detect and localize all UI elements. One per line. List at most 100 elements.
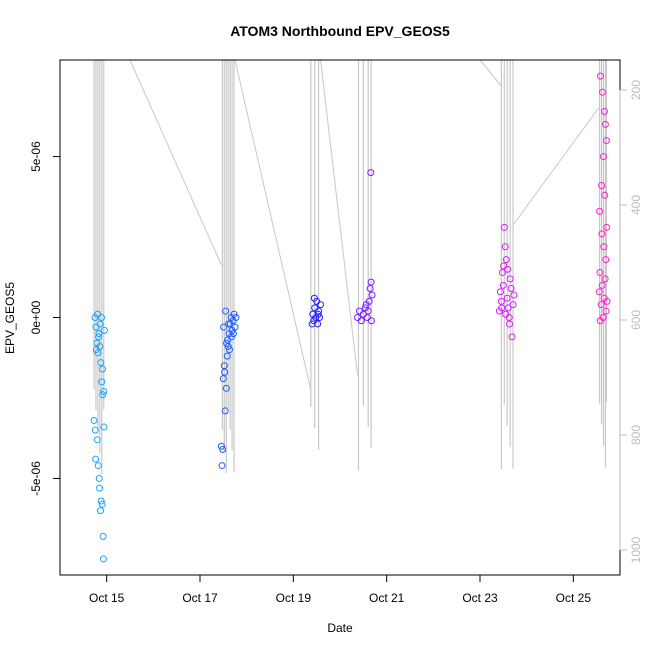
data-point (231, 323, 239, 331)
data-point (219, 375, 227, 383)
x-tick-label: Oct 17 (182, 591, 218, 605)
data-point (97, 507, 105, 515)
data-point (598, 182, 606, 190)
data-point (94, 349, 102, 357)
data-point (368, 291, 376, 299)
data-point (600, 108, 608, 115)
data-point (597, 72, 605, 80)
data-point (367, 278, 375, 286)
x-tick-label: Oct 21 (369, 591, 405, 605)
data-point (98, 365, 106, 373)
data-point (363, 314, 371, 321)
right-tick-label: 400 (629, 195, 643, 215)
data-point (97, 359, 105, 367)
data-point (316, 314, 324, 321)
data-point (99, 391, 107, 399)
data-point (502, 310, 510, 318)
data-point (500, 223, 508, 231)
data-point (601, 120, 609, 128)
data-point (222, 384, 230, 392)
data-point (595, 288, 603, 296)
data-point (599, 314, 607, 321)
data-point (601, 275, 609, 283)
data-point (100, 423, 108, 431)
data-point (498, 268, 506, 276)
x-axis-label: Date (327, 621, 353, 635)
data-point (508, 333, 516, 341)
data-point (225, 346, 233, 354)
data-point (354, 314, 361, 321)
data-point (505, 320, 513, 328)
data-point (602, 256, 610, 264)
data-point (364, 307, 372, 315)
chart-title: ATOM3 Northbound EPV_GEOS5 (230, 23, 450, 39)
y-tick-label: 0e+00 (29, 300, 43, 334)
data-point (92, 346, 100, 354)
data-point (223, 339, 231, 347)
data-point (357, 317, 365, 325)
data-point (223, 352, 231, 360)
data-point (599, 88, 606, 96)
data-point (221, 368, 229, 376)
data-point (220, 323, 228, 331)
data-point (496, 288, 504, 296)
y-axis-label: EPV_GEOS5 (3, 282, 17, 354)
y-tick-label: -5e-06 (29, 461, 43, 496)
data-point (503, 294, 511, 302)
data-point (509, 301, 517, 309)
data-point (507, 285, 515, 293)
pressure-trace-segment (320, 59, 358, 376)
x-tick-label: Oct 25 (556, 591, 592, 605)
data-point (96, 320, 104, 328)
data-point (222, 307, 230, 315)
data-point (99, 555, 107, 563)
data-point (599, 153, 607, 161)
data-point (93, 436, 101, 444)
data-point (317, 301, 325, 309)
data-point (596, 268, 604, 276)
data-point (314, 310, 322, 318)
plot-frame (59, 59, 621, 576)
data-point (100, 326, 108, 334)
data-point (602, 307, 610, 315)
data-point (225, 320, 233, 328)
data-point (506, 275, 514, 283)
data-point (97, 497, 105, 505)
data-point (602, 136, 610, 144)
data-point (367, 169, 375, 177)
data-point (95, 330, 103, 338)
data-point (603, 297, 611, 305)
data-point (499, 281, 507, 289)
x-tick-label: Oct 15 (89, 591, 125, 605)
data-point (232, 314, 240, 321)
data-point (504, 265, 512, 273)
data-point (315, 307, 323, 315)
data-point (498, 304, 506, 312)
right-tick-label: 1000 (629, 536, 643, 563)
pressure-trace-segment (129, 59, 222, 266)
pressure-trace-segment (479, 59, 502, 87)
data-point (217, 442, 225, 450)
x-axis: Oct 15 Oct 17 Oct 19 Oct 21 Oct 23 Oct 25 (89, 575, 591, 605)
pressure-trace (93, 59, 607, 475)
pressure-trace-segment (234, 59, 312, 391)
data-point (310, 294, 318, 302)
y-tick-label: 5e-06 (29, 141, 43, 172)
data-point (100, 388, 108, 396)
y-axis: -5e-06 0e+00 5e-06 (29, 141, 60, 496)
data-point (355, 307, 363, 315)
data-point (92, 455, 100, 463)
data-point (98, 500, 106, 508)
data-point (94, 462, 102, 470)
data-point (308, 320, 316, 328)
data-point (598, 230, 606, 238)
data-point (229, 330, 237, 338)
data-point (597, 301, 605, 309)
right-tick-label: 200 (629, 80, 643, 100)
data-point (367, 317, 375, 325)
data-point (510, 291, 518, 299)
data-point (501, 243, 509, 251)
x-tick-label: Oct 19 (276, 591, 312, 605)
data-point (219, 445, 227, 453)
